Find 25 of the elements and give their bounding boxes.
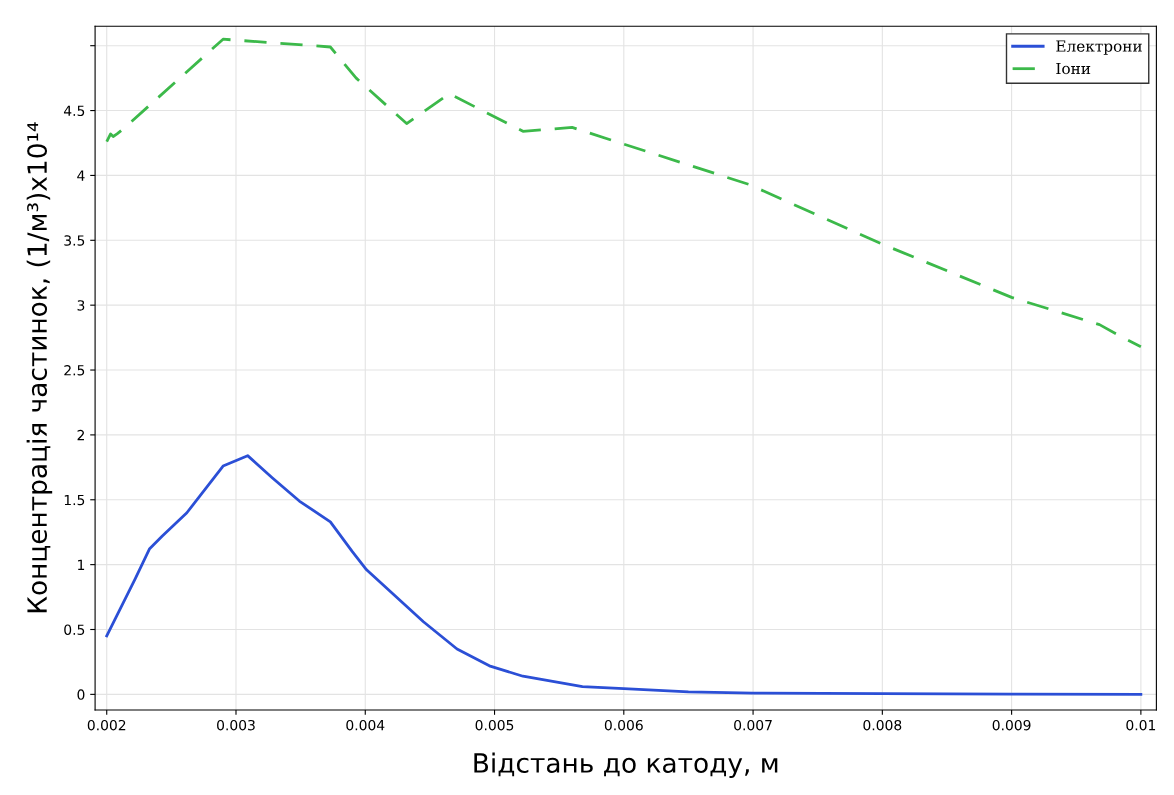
y-tick-label: 1 <box>78 559 85 570</box>
x-tick-label: 0.01 <box>1126 719 1156 731</box>
y-tick-label: 0 <box>77 689 85 700</box>
x-tick-label: 0.005 <box>475 719 514 731</box>
x-tick-label: 0.002 <box>87 719 126 731</box>
line-series <box>105 37 1143 349</box>
legend-label: Електрони <box>1056 40 1142 55</box>
y-axis-title: Концентрація частинок, (1/м³)x10¹⁴ <box>26 122 53 613</box>
y-tick-label: 2.5 <box>64 365 85 376</box>
x-tick-label: 0.007 <box>734 719 772 731</box>
line-series <box>105 454 1143 696</box>
y-tick-label: 2 <box>77 429 84 441</box>
x-tick-label: 0.008 <box>863 719 902 731</box>
x-tick-label: 0.009 <box>992 719 1031 731</box>
y-tick-label: 3 <box>77 300 85 311</box>
y-tick-label: 4 <box>77 170 85 181</box>
x-tick-label: 0.006 <box>604 719 643 731</box>
x-axis-title: Відстань до катоду, м <box>474 752 778 779</box>
y-tick-label: 3.5 <box>64 235 85 246</box>
y-tick-label: 1.5 <box>64 494 85 506</box>
legend-label: Іони <box>1056 62 1091 75</box>
y-tick-label: 4.5 <box>63 105 85 117</box>
x-tick-label: 0.003 <box>217 719 255 731</box>
y-tick-label: 0.5 <box>64 624 85 635</box>
x-tick-label: 0.004 <box>346 719 385 731</box>
